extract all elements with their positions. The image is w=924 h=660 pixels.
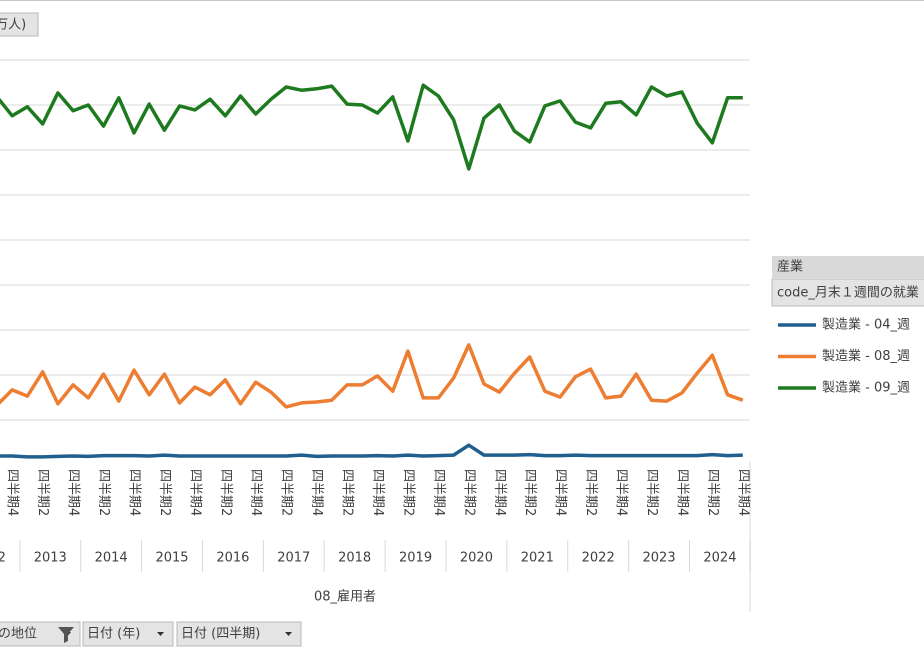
legend-label: 製造業 - 08_週 (822, 348, 910, 364)
field-button-label: の地位 (0, 627, 37, 642)
x-tick-label: 四半期4 (553, 469, 568, 516)
unit-button[interactable] (0, 12, 39, 37)
x-tick-label: 四半期4 (735, 469, 750, 516)
legend-label: 製造業 - 09_週 (822, 380, 910, 396)
dropdown-arrow (285, 632, 292, 636)
field-button[interactable] (82, 621, 174, 647)
x-tick-label: 四半期2 (461, 469, 476, 516)
x-tick-label: 四半期4 (614, 469, 629, 516)
x-group-label: 2013 (34, 551, 67, 566)
series-line (0, 343, 744, 409)
x-tick-label: 四半期2 (340, 469, 355, 516)
x-group-label: 2016 (216, 551, 249, 566)
field-button-label: 日付 (四半期) (181, 627, 260, 642)
x-group-label: 2017 (277, 551, 310, 566)
x-tick-label: 四半期2 (644, 469, 659, 516)
x-tick-label: 四半期4 (431, 469, 446, 516)
x-tick-label: 四半期2 (218, 469, 233, 516)
legend-title-bg (772, 256, 924, 278)
x-group-label: 2021 (521, 551, 554, 566)
legend-field: code_月末１週間の就業 (777, 285, 919, 301)
field-button-label: 日付 (年) (87, 627, 140, 642)
series-line (0, 83, 743, 171)
x-tick-label: 四半期2 (522, 469, 537, 516)
x-tick-label: 四半期4 (248, 469, 263, 516)
x-group-label: 2012 (0, 551, 6, 566)
x-group-label: 2014 (95, 551, 128, 566)
x-group-label: 2019 (399, 551, 432, 566)
x-axis-title: 08_雇用者 (314, 589, 376, 605)
x-tick-label: 四半期2 (583, 469, 598, 516)
legend-label: 製造業 - 04_週 (822, 317, 910, 333)
x-tick-label: 四半期4 (5, 469, 20, 516)
unit-label: (万人) (0, 18, 26, 33)
x-tick-label: 四半期2 (705, 469, 720, 516)
x-tick-label: 四半期4 (187, 469, 202, 516)
x-tick-label: 四半期2 (279, 469, 294, 516)
legend-field-button[interactable] (771, 278, 924, 307)
series-line (0, 443, 743, 459)
x-group-label: 2023 (643, 551, 676, 566)
x-tick-label: 四半期4 (309, 469, 324, 516)
x-tick-label: 四半期4 (492, 469, 507, 516)
filter-icon (58, 627, 74, 643)
legend-title: 産業 (777, 259, 803, 275)
x-group-label: 2024 (703, 551, 736, 566)
x-tick-label: 四半期2 (157, 469, 172, 516)
x-group-label: 2020 (460, 551, 493, 566)
x-tick-label: 四半期4 (66, 469, 81, 516)
x-tick-label: 四半期4 (126, 469, 141, 516)
x-tick-label: 四半期2 (35, 469, 50, 516)
x-tick-label: 四半期4 (370, 469, 385, 516)
x-tick-label: 四半期2 (96, 469, 111, 516)
x-group-label: 2018 (338, 551, 371, 566)
x-tick-label: 四半期4 (674, 469, 689, 516)
dropdown-arrow (157, 632, 164, 636)
x-group-label: 2022 (582, 551, 615, 566)
field-button[interactable] (176, 621, 302, 647)
x-group-label: 2015 (155, 551, 188, 566)
x-tick-label: 四半期2 (400, 469, 415, 516)
